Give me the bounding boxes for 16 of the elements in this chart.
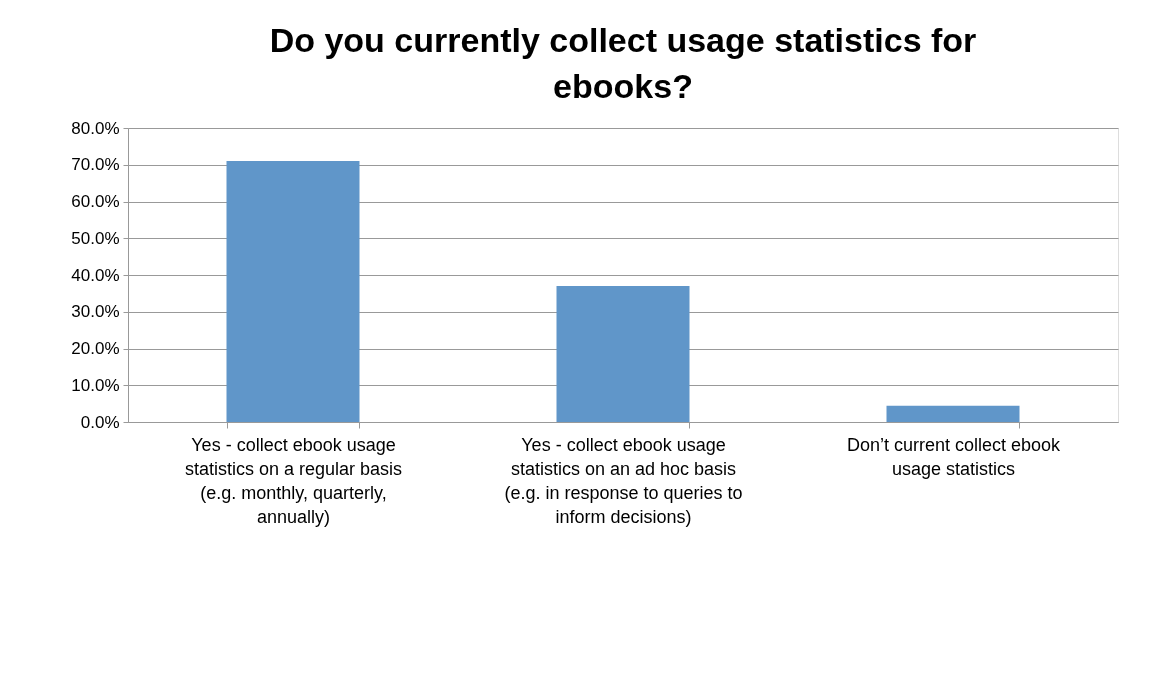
y-tick-label: 20.0% bbox=[71, 339, 120, 358]
y-tick-label: 80.0% bbox=[71, 118, 120, 138]
y-tick-label: 10.0% bbox=[71, 375, 120, 395]
bar bbox=[556, 286, 690, 422]
y-tick-label: 60.0% bbox=[71, 192, 120, 211]
x-tick-label: Yes - collect ebook usage statistics on a regular basis (e.g. monthly, quarterly, annually) bbox=[184, 434, 403, 527]
bar bbox=[226, 161, 360, 422]
y-tick-label: 50.0% bbox=[71, 228, 120, 248]
chart-title: Do you currently collect usage statistics for ebooks? bbox=[269, 21, 977, 105]
bar bbox=[886, 405, 1020, 422]
y-tick-label: 70.0% bbox=[71, 155, 120, 175]
y-tick-label: 0.0% bbox=[80, 412, 120, 432]
x-tick-label: Don’t current collect ebook usage statistics bbox=[846, 434, 1062, 479]
x-tick-label: Yes - collect ebook usage statistics on an ad hoc basis (e.g. in response to queries to inform decisions) bbox=[504, 434, 743, 527]
y-tick-label: 40.0% bbox=[71, 265, 120, 285]
y-tick-label: 30.0% bbox=[71, 302, 120, 322]
